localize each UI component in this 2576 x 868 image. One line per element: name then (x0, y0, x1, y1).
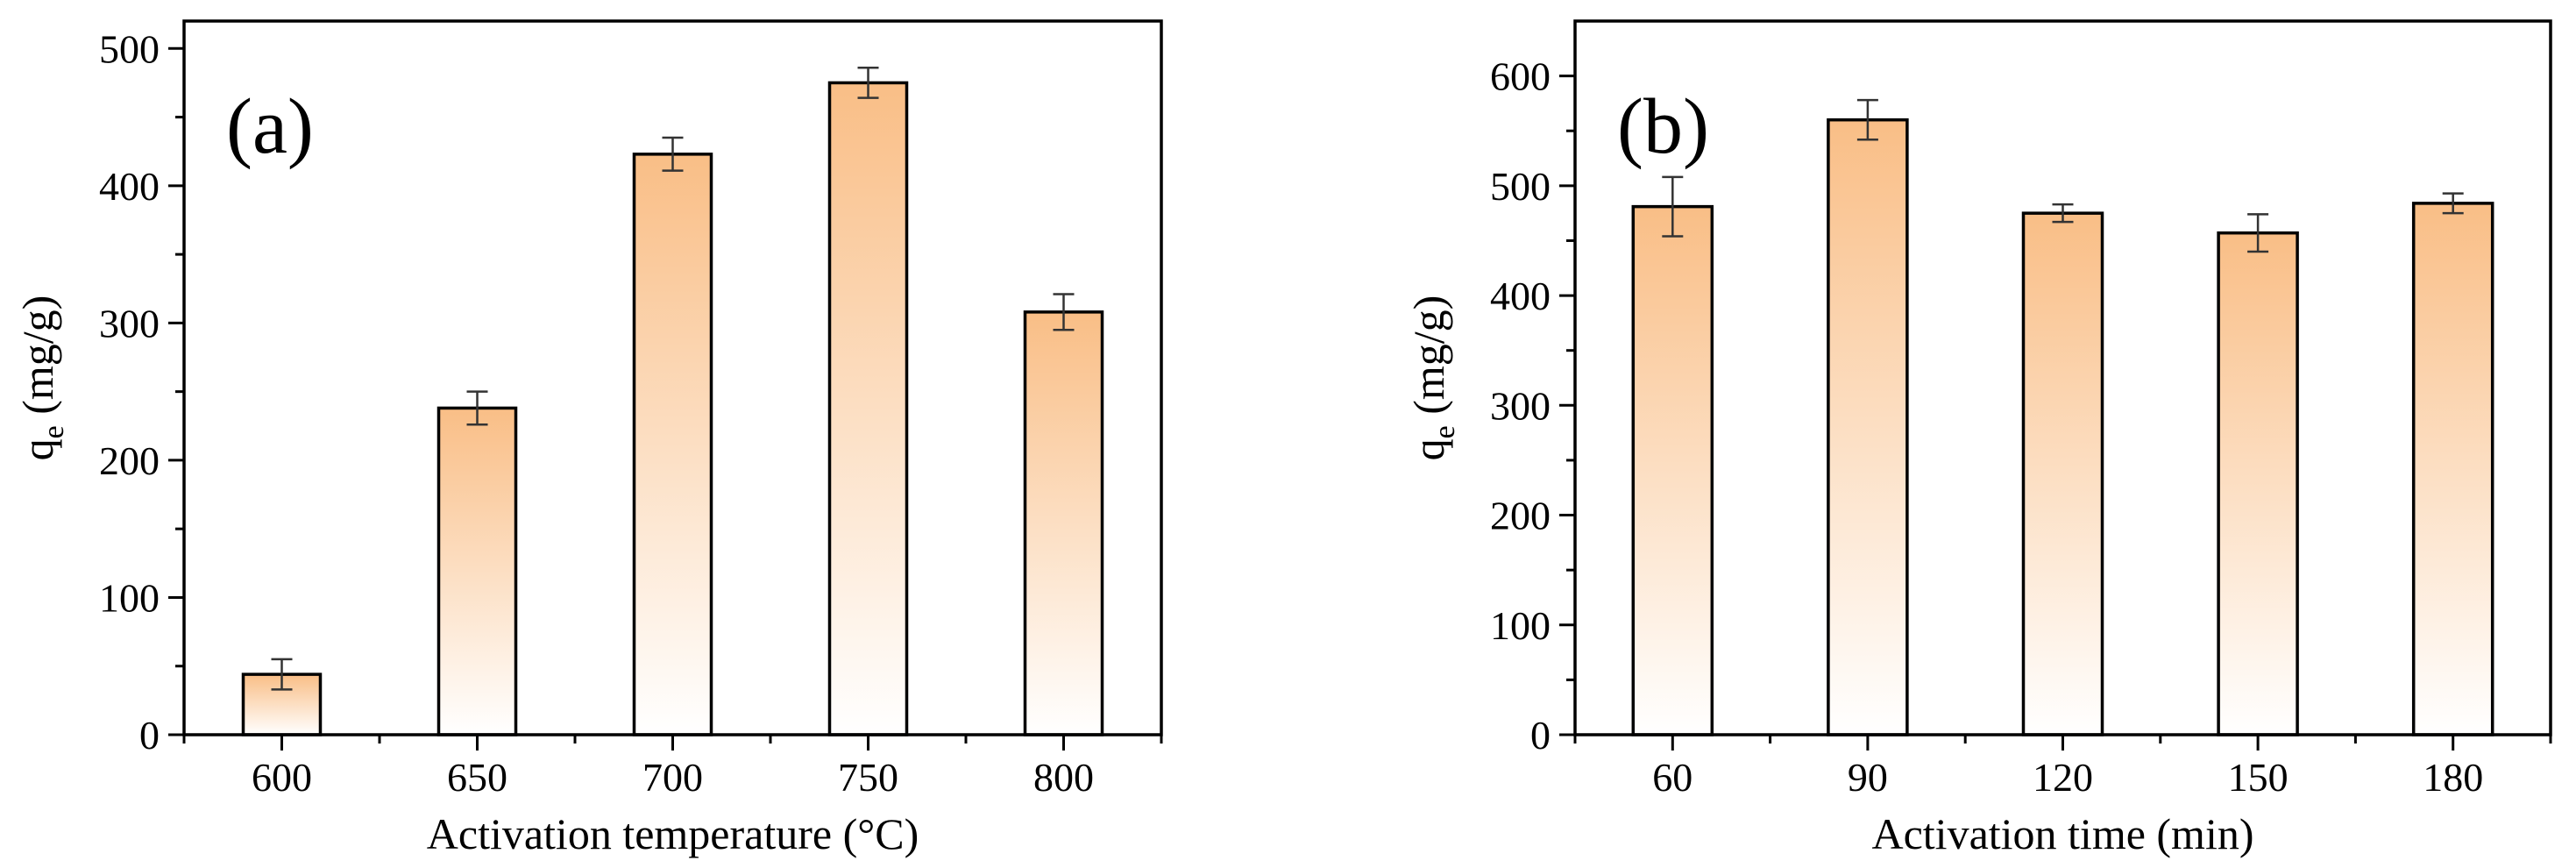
x-tick-label-b-60: 60 (1652, 755, 1692, 800)
y-axis-title-sub-a: e (38, 425, 70, 438)
y-axis-title-unit-a: (mg/g) (13, 295, 62, 426)
bar-a-750 (827, 81, 909, 736)
error-bars-a (271, 66, 1075, 691)
error-bar-b-60 (1662, 175, 1684, 238)
chart-panel-b: 0 100 200 300 400 500 600 60 90 120 150 180 (b) Ac… (1404, 19, 2552, 858)
y-tick-label-b-400: 400 (1490, 274, 1551, 318)
bar-a-650 (436, 406, 518, 736)
bar-b-60 (1631, 204, 1714, 736)
y-axis-title-b: qe (mg/g) (1404, 295, 1461, 461)
y-tick-label-b-500: 500 (1490, 164, 1551, 209)
x-tick-label-a-700: 700 (642, 755, 703, 800)
bars-a (241, 81, 1104, 736)
y-tick-label-b-100: 100 (1490, 603, 1551, 648)
error-bar-a-650 (466, 390, 488, 426)
error-bar-a-600 (271, 658, 293, 691)
x-axis-title-a: Activation temperature (°C) (427, 809, 919, 858)
bars-b (1631, 117, 2494, 736)
y-axis-title-a: qe (mg/g) (13, 295, 70, 461)
bar-b-120 (2021, 211, 2104, 736)
error-bar-b-120 (2052, 203, 2074, 224)
y-tick-label-b-600: 600 (1490, 54, 1551, 99)
x-axis-title-b: Activation time (min) (1871, 809, 2253, 858)
y-tick-label-a-0: 0 (139, 713, 160, 758)
bar-b-90 (1827, 117, 1909, 736)
x-axis-ticks-a: 600 650 700 750 800 (182, 735, 1163, 800)
error-bar-a-700 (662, 136, 684, 172)
bar-a-700 (632, 153, 713, 736)
x-axis-ticks-b: 60 90 120 150 180 (1573, 735, 2552, 800)
x-tick-label-b-180: 180 (2423, 755, 2483, 800)
error-bar-a-800 (1053, 293, 1075, 331)
x-tick-label-b-150: 150 (2228, 755, 2289, 800)
y-tick-label-a-200: 200 (99, 438, 160, 483)
error-bar-a-750 (857, 66, 879, 99)
y-tick-label-b-300: 300 (1490, 383, 1551, 428)
y-axis-ticks-a: 0 100 200 300 400 500 (99, 26, 184, 758)
x-tick-label-a-600: 600 (252, 755, 312, 800)
x-tick-label-a-650: 650 (447, 755, 507, 800)
x-tick-label-a-800: 800 (1033, 755, 1094, 800)
y-tick-label-a-400: 400 (99, 164, 160, 209)
bar-a-800 (1023, 310, 1104, 736)
bar-b-150 (2217, 231, 2299, 736)
error-bar-b-180 (2442, 192, 2464, 215)
y-axis-title-main-b: q (1404, 438, 1453, 460)
y-axis-title-main-a: q (13, 438, 62, 460)
error-bar-b-90 (1856, 98, 1878, 141)
x-tick-label-b-90: 90 (1848, 755, 1888, 800)
error-bars-b (1662, 98, 2464, 253)
panel-label-a: (a) (226, 83, 314, 170)
x-tick-label-a-750: 750 (838, 755, 898, 800)
x-tick-label-b-120: 120 (2033, 755, 2093, 800)
y-tick-label-b-200: 200 (1490, 494, 1551, 538)
y-tick-label-a-500: 500 (99, 26, 160, 71)
error-bar-b-150 (2247, 213, 2269, 253)
bar-b-180 (2411, 202, 2494, 736)
chart-panel-a: 0 100 200 300 400 500 600 650 700 750 800 (a) Act… (13, 19, 1163, 858)
y-axis-ticks-b: 0 100 200 300 400 500 600 (1490, 54, 1575, 758)
panel-label-b: (b) (1617, 83, 1709, 170)
y-axis-title-unit-b: (mg/g) (1404, 295, 1453, 426)
y-axis-title-sub-b: e (1429, 425, 1461, 438)
y-tick-label-a-100: 100 (99, 575, 160, 620)
y-tick-label-a-300: 300 (99, 301, 160, 345)
y-tick-label-b-0: 0 (1530, 713, 1551, 758)
